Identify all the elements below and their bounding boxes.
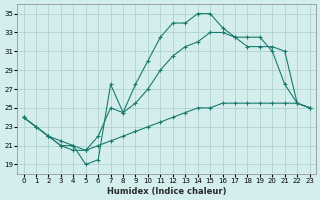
X-axis label: Humidex (Indice chaleur): Humidex (Indice chaleur) <box>107 187 226 196</box>
